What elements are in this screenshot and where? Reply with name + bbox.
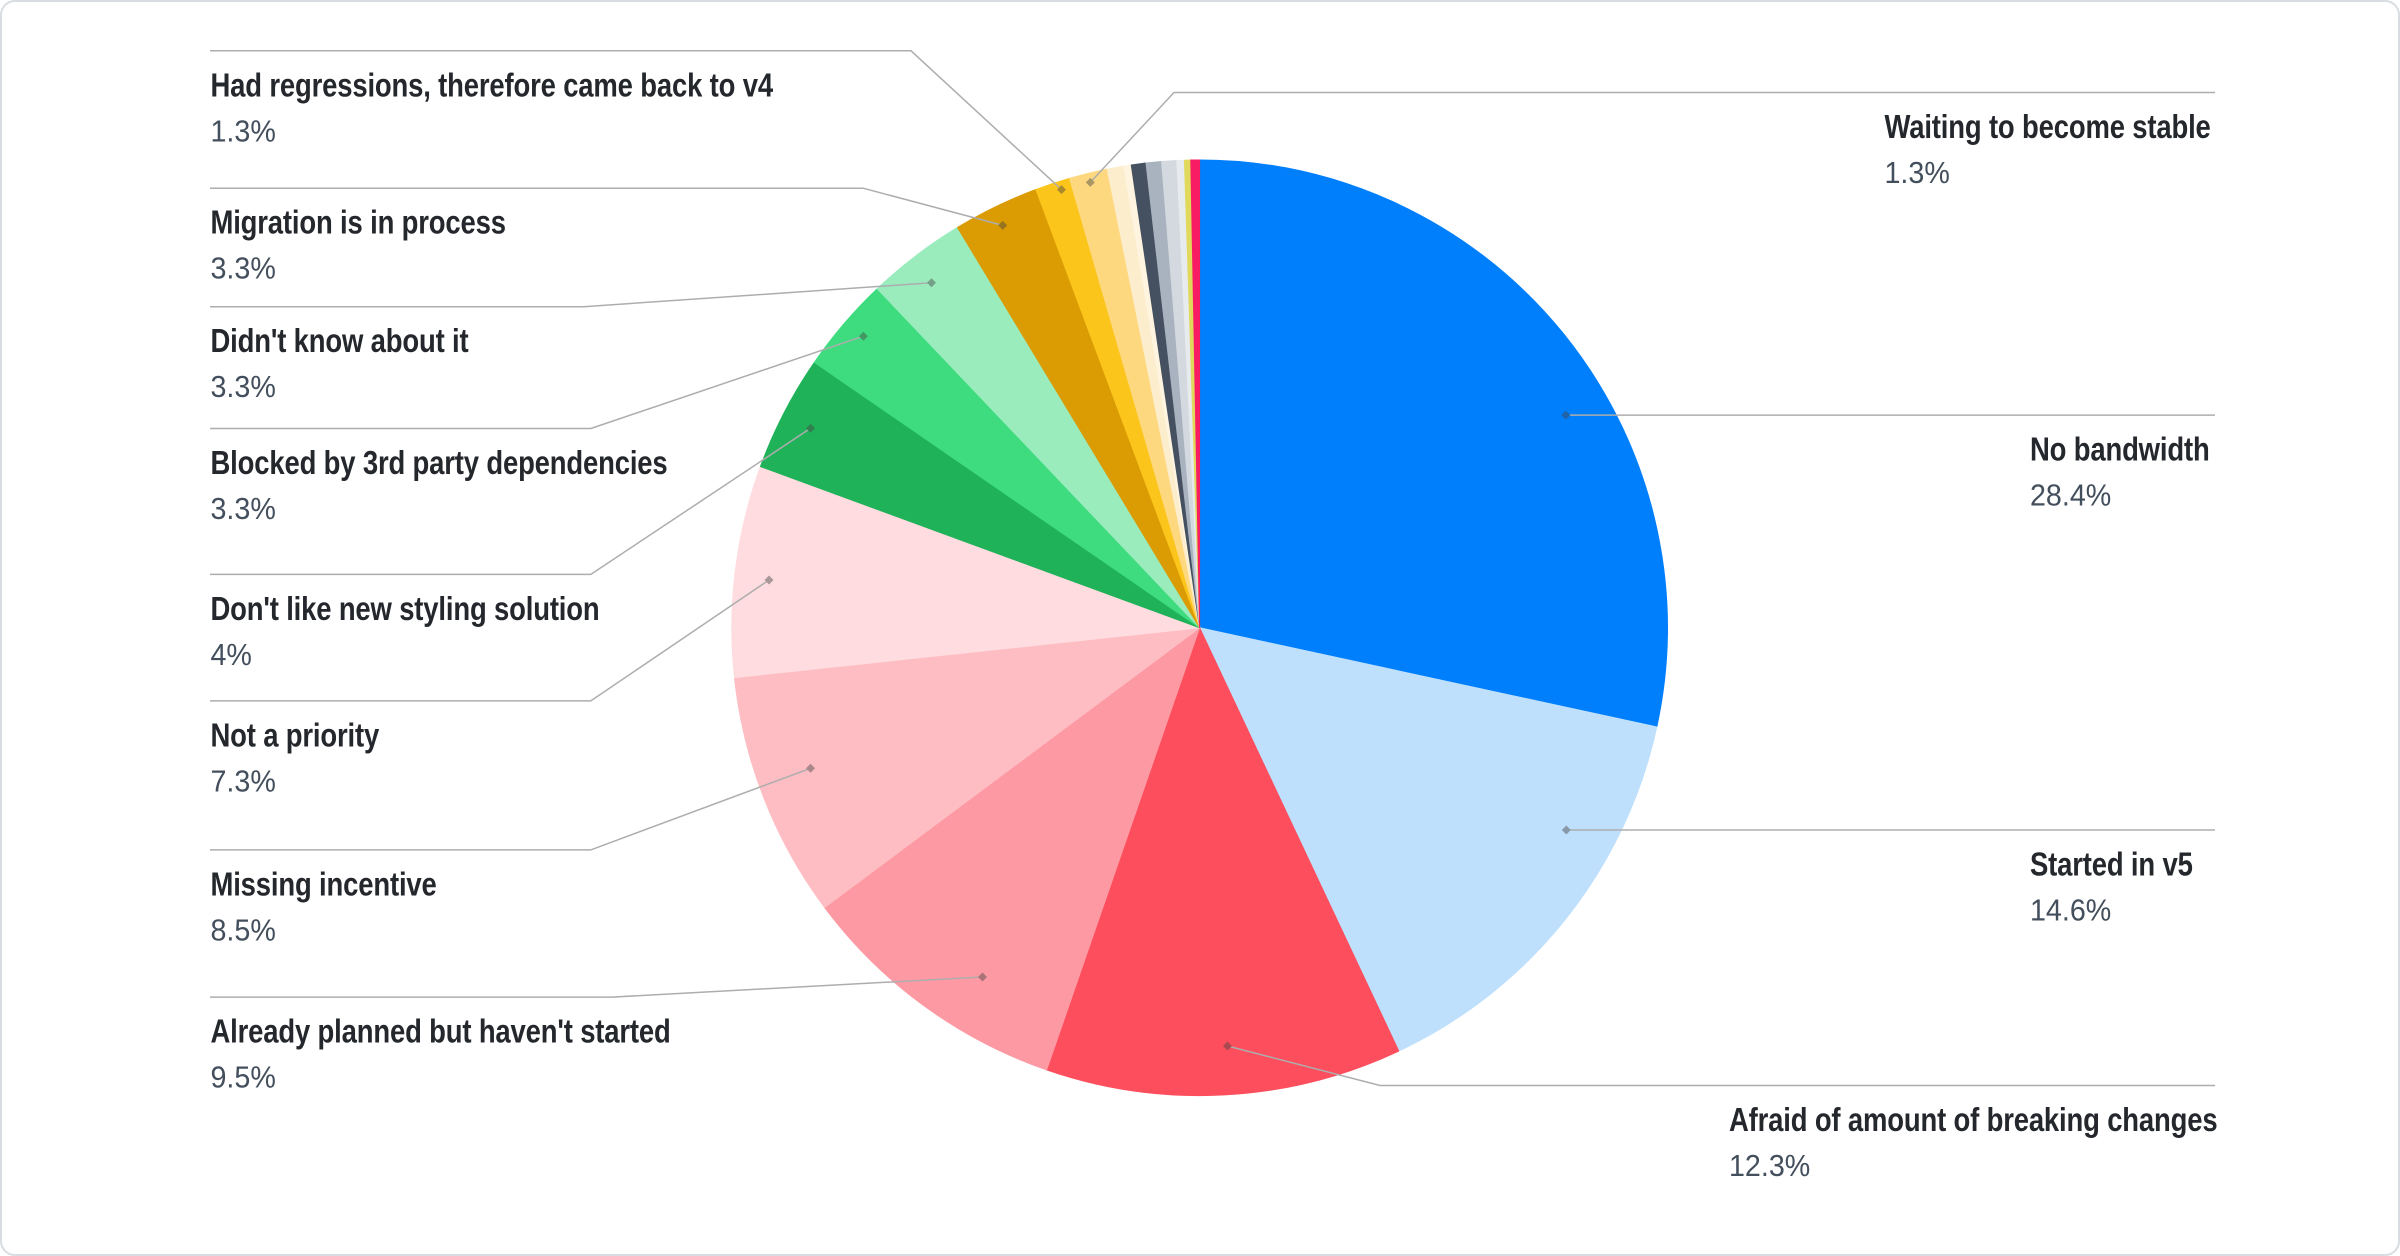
svg-text:Waiting to become stable: Waiting to become stable [1885, 108, 2211, 145]
svg-text:Already planned but haven't st: Already planned but haven't started [211, 1013, 671, 1050]
svg-text:No bandwidth: No bandwidth [2030, 431, 2210, 468]
svg-text:Not a priority: Not a priority [211, 717, 380, 754]
svg-text:Didn't know about it: Didn't know about it [211, 323, 469, 360]
svg-text:12.3%: 12.3% [1729, 1149, 1810, 1183]
svg-text:Migration is in process: Migration is in process [211, 204, 506, 241]
svg-text:Blocked by 3rd party dependenc: Blocked by 3rd party dependencies [211, 444, 668, 481]
svg-text:1.3%: 1.3% [211, 115, 276, 149]
svg-text:9.5%: 9.5% [211, 1061, 276, 1095]
svg-text:Don't like new styling solutio: Don't like new styling solution [211, 590, 600, 627]
svg-text:1.3%: 1.3% [1885, 156, 1950, 190]
svg-text:7.3%: 7.3% [211, 765, 276, 799]
svg-text:Started in v5: Started in v5 [2030, 846, 2193, 883]
svg-text:Afraid of amount of breaking c: Afraid of amount of breaking changes [1729, 1101, 2217, 1138]
svg-text:Had regressions, therefore cam: Had regressions, therefore came back to … [211, 67, 774, 104]
svg-text:3.3%: 3.3% [211, 252, 276, 286]
svg-text:3.3%: 3.3% [211, 370, 276, 404]
svg-text:4%: 4% [211, 638, 252, 672]
svg-text:Missing incentive: Missing incentive [211, 866, 437, 903]
svg-text:14.6%: 14.6% [2030, 894, 2111, 928]
svg-text:8.5%: 8.5% [211, 914, 276, 948]
svg-text:28.4%: 28.4% [2030, 479, 2111, 513]
svg-text:3.3%: 3.3% [211, 492, 276, 526]
